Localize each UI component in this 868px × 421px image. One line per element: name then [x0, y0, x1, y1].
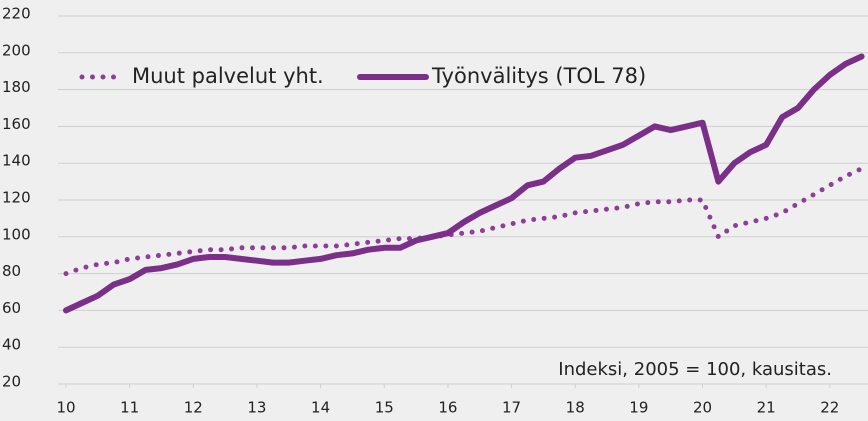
- y-tick-label: 20: [2, 373, 21, 391]
- y-tick-label: 220: [2, 5, 31, 23]
- y-tick-label: 140: [2, 152, 31, 170]
- y-tick-label: 60: [2, 299, 21, 317]
- x-tick-label: 16: [438, 399, 457, 417]
- x-tick-label: 21: [757, 399, 776, 417]
- x-tick-label: 11: [120, 399, 139, 417]
- x-tick-label: 10: [56, 399, 75, 417]
- x-tick-label: 14: [311, 399, 330, 417]
- series-line: [63, 53, 865, 314]
- y-tick-label: 80: [2, 262, 21, 280]
- series-line: [63, 166, 865, 277]
- x-tick-label: 22: [820, 399, 839, 417]
- legend-label: Työnvälitys (TOL 78): [431, 64, 646, 88]
- y-tick-label: 120: [2, 189, 31, 207]
- x-tick-label: 20: [693, 399, 712, 417]
- legend-label: Muut palvelut yht.: [132, 64, 324, 88]
- x-tick-label: 18: [566, 399, 585, 417]
- annotation: Indeksi, 2005 = 100, kausitas.: [558, 359, 832, 380]
- x-tick-label: 15: [375, 399, 394, 417]
- x-tick-label: 17: [502, 399, 521, 417]
- x-tick-label: 19: [629, 399, 648, 417]
- y-tick-label: 180: [2, 78, 31, 96]
- y-tick-label: 100: [2, 225, 31, 243]
- x-tick-label: 13: [247, 399, 266, 417]
- x-tick-label: 12: [184, 399, 203, 417]
- y-tick-label: 40: [2, 336, 21, 354]
- y-tick-label: 160: [2, 115, 31, 133]
- y-tick-label: 200: [2, 41, 31, 59]
